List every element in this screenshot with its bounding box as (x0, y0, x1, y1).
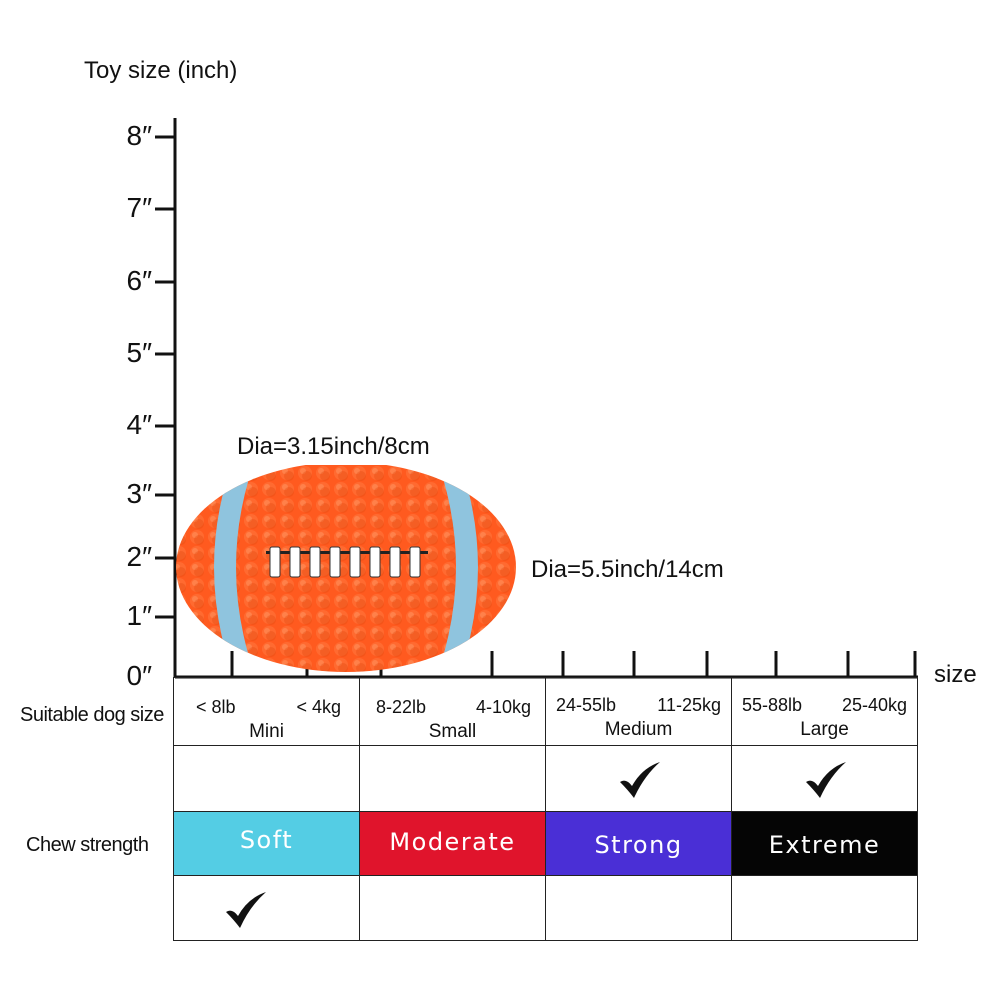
size-kg: 25-40kg (841, 695, 907, 715)
row-label-dog-size: Suitable dog size (20, 704, 164, 726)
ball-body (176, 465, 516, 672)
size-name: Mini (249, 721, 284, 742)
ball-stripe-left (214, 475, 250, 660)
y-tick-label: 3″ (126, 478, 152, 509)
strength-label: Moderate (389, 827, 516, 856)
size-lb: 8-22lb (376, 697, 427, 717)
y-tick-label: 8″ (126, 120, 152, 151)
size-lb: 55-88lb (742, 695, 803, 715)
size-kg: < 4kg (296, 697, 341, 717)
strength-label: Extreme (768, 830, 881, 859)
checkmark-icon (806, 762, 846, 798)
x-axis-title: size (934, 661, 977, 688)
strength-check-cell-strong (545, 875, 732, 941)
size-name: Medium (604, 719, 673, 740)
size-lb: < 8lb (196, 697, 236, 717)
dimension-top-label: Dia=3.15inch/8cm (237, 433, 430, 460)
strength-check-cell-moderate (359, 875, 546, 941)
size-cell-mini: < 8lb < 4kg Mini (173, 677, 360, 746)
ball-laces (266, 546, 428, 578)
size-kg: 11-25kg (657, 695, 721, 715)
y-tick-label: 0″ (126, 660, 152, 691)
strength-label: Strong (594, 830, 683, 859)
checkmark-icon (620, 762, 660, 798)
size-check-cell-large (731, 745, 918, 812)
size-cell-small: 8-22lb 4-10kg Small (359, 677, 546, 746)
y-axis-title: Toy size (inch) (84, 57, 238, 84)
row-label-chew-strength: Chew strength (26, 834, 149, 856)
strength-check-cell-soft (173, 875, 360, 941)
football-toy-image (176, 465, 516, 672)
strength-check-cell-extreme (731, 875, 918, 941)
size-name: Small (428, 721, 477, 742)
y-tick-label: 6″ (126, 265, 152, 296)
size-cell-large: 55-88lb 25-40kg Large (731, 677, 918, 746)
y-ticks (155, 135, 175, 619)
strength-label: Soft (239, 825, 294, 854)
strength-moderate: Moderate (359, 811, 546, 876)
y-tick-label: 2″ (126, 541, 152, 572)
strength-soft: Soft (173, 811, 360, 876)
size-lb: 24-55lb (556, 695, 617, 715)
checkmark-icon (226, 892, 266, 928)
ball-stripe-right (442, 475, 478, 660)
strength-extreme: Extreme (731, 811, 918, 876)
strength-strong: Strong (545, 811, 732, 876)
size-check-cell-medium (545, 745, 732, 812)
y-tick-label: 5″ (126, 337, 152, 368)
y-tick-label: 4″ (126, 409, 152, 440)
y-tick-label: 1″ (126, 600, 152, 631)
size-name: Large (800, 719, 849, 740)
size-kg: 4-10kg (475, 697, 531, 717)
y-tick-label: 7″ (126, 192, 152, 223)
dimension-side-label: Dia=5.5inch/14cm (531, 556, 724, 583)
size-check-cell-mini (173, 745, 360, 812)
size-cell-medium: 24-55lb 11-25kg Medium (545, 677, 732, 746)
size-check-cell-small (359, 745, 546, 812)
